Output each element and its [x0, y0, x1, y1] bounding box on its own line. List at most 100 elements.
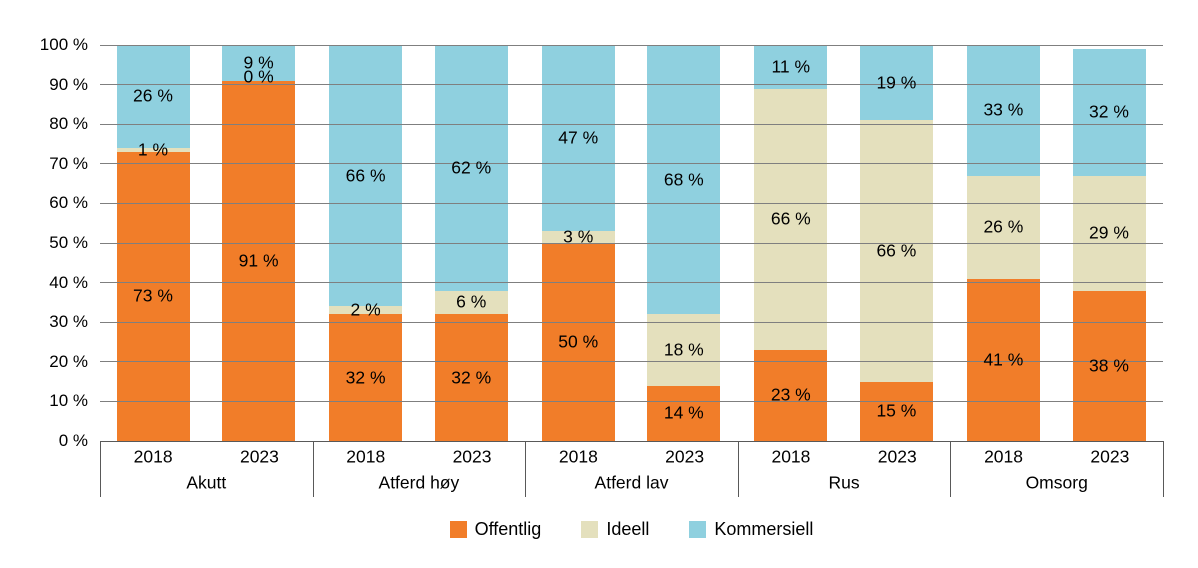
x-axis-group-label: Atferd høy: [378, 472, 460, 493]
segment-value-label: 68 %: [663, 169, 704, 190]
legend: Offentlig Ideell Kommersiell: [100, 520, 1163, 538]
bar-segment-kommersiell: [754, 45, 828, 89]
segment-value-label: 32 %: [451, 367, 492, 388]
bar-segment-offentlig: [647, 385, 721, 441]
y-gridline: [100, 163, 1163, 165]
bar-segment-offentlig: [329, 314, 403, 441]
legend-label: Kommersiell: [714, 519, 814, 539]
bar-segment-kommersiell: [541, 45, 615, 232]
bar-segment-offentlig: [1072, 290, 1146, 441]
y-axis-tick-label: 60 %: [49, 193, 88, 213]
x-axis-group-label: Atferd lav: [594, 472, 669, 493]
y-gridline: [100, 400, 1163, 402]
segment-value-label: 50 %: [558, 331, 599, 352]
legend-label: Ideell: [606, 519, 650, 539]
x-axis-line: [100, 440, 1163, 442]
bar-segment-kommersiell: [966, 45, 1040, 176]
x-axis-year-label: 2023: [452, 446, 492, 467]
bar-segment-ideell: [116, 147, 190, 152]
y-axis-tick-label: 40 %: [49, 272, 88, 292]
segment-value-label: 0 %: [243, 66, 274, 87]
legend-label: Offentlig: [474, 519, 542, 539]
segment-value-label: 38 %: [1089, 355, 1129, 376]
bar-segment-ideell: [754, 88, 828, 350]
segment-value-label: 66 %: [345, 165, 386, 186]
x-axis-group-label: Rus: [828, 472, 860, 493]
bar-segment-ideell: [1072, 175, 1146, 291]
segment-value-label: 26 %: [983, 216, 1024, 237]
x-axis-year-label: 2023: [1090, 446, 1130, 467]
bar-segment-kommersiell: [859, 45, 933, 121]
bar-segment-kommersiell: [329, 45, 403, 307]
y-axis-tick-label: 70 %: [49, 153, 88, 173]
segment-value-label: 91 %: [238, 250, 279, 271]
segment-value-label: 18 %: [663, 339, 704, 360]
bar-segment-offentlig: [859, 381, 933, 441]
legend-swatch-icon: [449, 520, 467, 538]
bar-segment-ideell: [647, 314, 721, 386]
x-axis-group-label: Omsorg: [1025, 472, 1088, 493]
segment-value-label: 29 %: [1089, 222, 1129, 243]
bar-segment-kommersiell: [1072, 48, 1146, 176]
segment-value-label: 26 %: [133, 85, 173, 106]
bar-segment-offentlig: [754, 349, 828, 441]
x-axis-year-label: 2018: [558, 446, 598, 467]
bar-segment-offentlig: [966, 278, 1040, 441]
segment-value-label: 47 %: [558, 127, 599, 148]
bar-segment-ideell: [434, 290, 508, 315]
y-gridline: [100, 321, 1163, 323]
y-gridline: [100, 242, 1163, 244]
segment-value-label: 1 %: [137, 139, 169, 160]
y-gridline: [100, 282, 1163, 284]
x-axis-group-divider: [312, 441, 314, 497]
y-axis-tick-label: 20 %: [49, 351, 88, 371]
y-axis-tick-label: 90 %: [49, 74, 88, 94]
x-axis-group-label: Akutt: [186, 472, 227, 493]
x-axis-year-label: 2023: [877, 446, 917, 467]
y-gridline: [100, 202, 1163, 204]
segment-value-label: 15 %: [876, 400, 917, 421]
segment-value-label: 14 %: [663, 402, 704, 423]
segment-value-label: 66 %: [876, 240, 917, 261]
y-gridline: [100, 44, 1163, 46]
y-axis-tick-label: 100 %: [39, 35, 88, 54]
legend-item-kommersiell: Kommersiell: [689, 520, 813, 538]
bar-segment-kommersiell: [116, 45, 190, 148]
bar-segment-kommersiell: [222, 45, 296, 81]
y-axis-tick-label: 50 %: [49, 233, 88, 252]
x-axis-year-label: 2018: [133, 446, 173, 467]
y-axis-tick-label: 30 %: [49, 312, 88, 332]
segment-value-label: 66 %: [770, 208, 811, 229]
segment-value-label: 2 %: [350, 299, 381, 320]
x-axis-group-divider: [1163, 441, 1164, 497]
x-axis-year-label: 2018: [771, 446, 811, 467]
bar-segment-ideell: [541, 231, 615, 243]
segment-value-label: 23 %: [770, 384, 811, 405]
bar-segment-ideell: [966, 175, 1040, 279]
bar-segment-kommersiell: [434, 45, 508, 291]
segment-value-label: 9 %: [243, 52, 274, 73]
bar-segment-offentlig: [116, 151, 190, 441]
legend-item-ideell: Ideell: [581, 520, 649, 538]
x-axis-year-label: 2018: [346, 446, 386, 467]
bar-segment-ideell: [329, 306, 403, 315]
x-axis-group-divider: [100, 441, 101, 497]
segment-value-label: 73 %: [133, 285, 173, 306]
x-axis-year-label: 2018: [984, 446, 1024, 467]
segment-value-label: 33 %: [983, 99, 1024, 120]
segment-value-label: 11 %: [771, 56, 811, 77]
bar-segment-offentlig: [541, 243, 615, 441]
segment-value-label: 32 %: [345, 367, 386, 388]
segment-value-label: 19 %: [876, 72, 917, 93]
legend-item-offentlig: Offentlig: [449, 519, 542, 539]
y-axis-tick-label: 0 %: [58, 431, 88, 450]
legend-swatch-icon: [581, 520, 599, 538]
x-axis-year-label: 2023: [665, 446, 705, 467]
y-axis-tick-label: 10 %: [49, 391, 88, 411]
bar-segment-offentlig: [434, 314, 508, 441]
bar-segment-kommersiell: [647, 45, 721, 315]
segment-value-label: 32 %: [1089, 101, 1129, 122]
x-axis-group-divider: [950, 441, 952, 497]
segment-value-label: 6 %: [456, 291, 487, 312]
